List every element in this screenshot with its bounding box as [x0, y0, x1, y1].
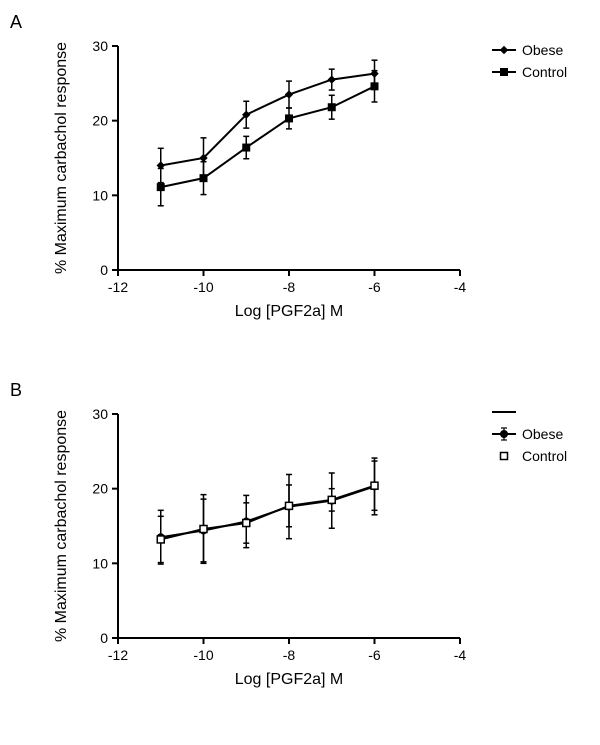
- svg-text:-8: -8: [283, 279, 296, 295]
- legend-a: Obese Control: [490, 40, 590, 100]
- svg-text:30: 30: [92, 406, 108, 422]
- svg-text:Log [PGF2a] M: Log [PGF2a] M: [235, 671, 344, 688]
- svg-text:-10: -10: [193, 647, 213, 663]
- svg-text:-4: -4: [454, 279, 467, 295]
- svg-text:Control: Control: [522, 64, 567, 80]
- svg-text:0: 0: [100, 262, 108, 278]
- svg-text:10: 10: [92, 187, 108, 203]
- svg-text:10: 10: [92, 555, 108, 571]
- svg-text:-8: -8: [283, 647, 296, 663]
- chart-b: 0 10 20 30 -12 -10 -8 -6 -4 Log [PGF2a] M % Maximu…: [40, 398, 470, 698]
- panel-label-a: A: [10, 12, 22, 33]
- svg-text:20: 20: [92, 481, 108, 497]
- svg-text:% Maximum carbachol response: % Maximum carbachol response: [53, 42, 70, 274]
- svg-text:% Maximum carbachol response: % Maximum carbachol response: [53, 410, 70, 642]
- legend-b: Obese Control: [490, 402, 590, 482]
- svg-text:20: 20: [92, 113, 108, 129]
- svg-text:-6: -6: [368, 279, 381, 295]
- svg-text:Control: Control: [522, 448, 567, 464]
- svg-text:-6: -6: [368, 647, 381, 663]
- chart-a: 0 10 20 30 -12 -10 -8 -6 -4 Log [PGF2a] M % Maximu…: [40, 30, 470, 330]
- panel-label-b: B: [10, 380, 22, 401]
- svg-text:-4: -4: [454, 647, 467, 663]
- svg-text:30: 30: [92, 38, 108, 54]
- svg-text:-12: -12: [108, 279, 128, 295]
- svg-text:-12: -12: [108, 647, 128, 663]
- svg-text:0: 0: [100, 630, 108, 646]
- svg-text:Obese: Obese: [522, 426, 563, 442]
- page: A 0 10 20 30 -12 -10 -8 -6 -4 Log [PGF2a] M % Maxi…: [0, 0, 600, 745]
- svg-text:Log [PGF2a] M: Log [PGF2a] M: [235, 303, 344, 320]
- svg-text:-10: -10: [193, 279, 213, 295]
- svg-text:Obese: Obese: [522, 42, 563, 58]
